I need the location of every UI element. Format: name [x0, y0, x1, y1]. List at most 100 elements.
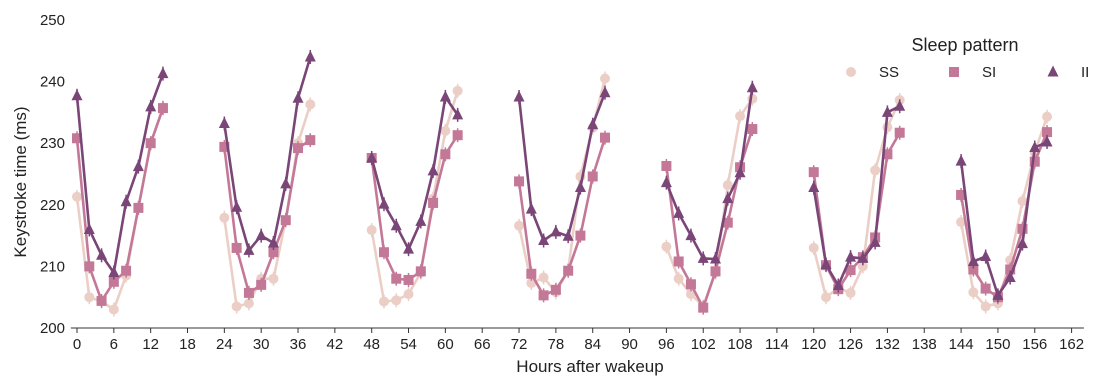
x-tick-label: 84: [584, 336, 601, 353]
x-tick-label: 144: [949, 336, 974, 353]
x-tick-label: 96: [658, 336, 675, 353]
data-point-ss: [980, 301, 991, 312]
x-tick-label: 120: [801, 336, 826, 353]
data-point-si: [894, 127, 905, 138]
data-point-si: [722, 217, 733, 228]
data-point-ii: [415, 214, 427, 226]
plot-area: [71, 49, 1053, 317]
legend-title: Sleep pattern: [911, 35, 1018, 55]
data-point-si: [415, 266, 426, 277]
data-point-si: [1029, 156, 1040, 167]
data-point-ii: [390, 219, 402, 231]
data-point-ii: [587, 118, 599, 130]
data-point-si: [133, 202, 144, 213]
data-point-ii: [992, 288, 1004, 300]
x-tick-label: 132: [875, 336, 900, 353]
legend-marker-si: [949, 67, 959, 77]
legend-label-ii: II: [1081, 64, 1089, 81]
series-si-line-1: [75, 106, 165, 303]
x-tick-label: 114: [765, 336, 789, 353]
data-point-si: [538, 290, 549, 301]
data-point-ss: [268, 273, 279, 284]
data-point-ii: [108, 266, 120, 278]
data-point-si: [305, 135, 316, 146]
data-point-ii: [538, 234, 550, 246]
data-point-ii: [1004, 270, 1016, 282]
data-point-si: [587, 171, 598, 182]
data-point-ss: [870, 165, 881, 176]
data-point-si: [280, 215, 291, 226]
data-point-si: [673, 256, 684, 267]
data-point-si: [219, 141, 230, 152]
data-point-si: [526, 268, 537, 279]
data-point-ii: [574, 181, 586, 193]
x-tick-label: 6: [110, 336, 118, 353]
data-point-ii: [452, 108, 464, 120]
data-point-si: [968, 264, 979, 275]
x-axis: 0 6 12 18 24 30 36 42 48 54 60 66 72 78 84 90 96 102 108 11…: [70, 327, 1084, 353]
data-point-ii: [378, 197, 390, 209]
y-tick-label: 220: [40, 197, 65, 214]
x-tick-label: 66: [474, 336, 491, 353]
legend: Sleep pattern SS SI II: [846, 35, 1089, 81]
x-ticks: 0 6 12 18 24 30 36 42 48 54 60 66 72 78 84 90 96 102 108 11…: [73, 328, 1084, 353]
data-point-ii: [427, 164, 439, 176]
y-tick-label: 240: [40, 74, 65, 91]
x-tick-label: 30: [253, 336, 270, 353]
data-point-ss: [391, 295, 402, 306]
data-point-ii: [1016, 237, 1028, 249]
data-point-ss: [735, 111, 746, 122]
data-point-ss: [857, 261, 868, 272]
data-point-si: [575, 230, 586, 241]
data-point-ii: [218, 116, 230, 128]
data-point-si: [243, 287, 254, 298]
data-point-ss: [108, 304, 119, 315]
data-point-si: [391, 273, 402, 284]
data-point-ss: [956, 217, 967, 228]
data-point-si: [440, 149, 451, 160]
data-point-ss: [845, 287, 856, 298]
data-point-ss: [514, 220, 525, 231]
data-point-si: [145, 138, 156, 149]
data-point-ii: [71, 89, 83, 101]
data-point-ss: [243, 298, 254, 309]
data-point-si: [403, 274, 414, 285]
data-point-si: [882, 149, 893, 160]
legend-marker-ii: [1047, 65, 1059, 77]
data-point-ii: [255, 229, 267, 241]
x-tick-label: 24: [216, 336, 233, 353]
x-axis-title: Hours after wakeup: [516, 357, 663, 376]
data-point-ii: [685, 229, 697, 241]
series-ii: [71, 49, 1053, 303]
series-ii-line-3: [370, 95, 459, 251]
data-point-ss: [219, 212, 230, 223]
data-point-ss: [722, 180, 733, 191]
data-point-ii: [525, 202, 537, 214]
data-point-ii: [857, 251, 869, 263]
x-tick-label: 60: [437, 336, 454, 353]
data-point-ii: [96, 248, 108, 260]
x-tick-label: 162: [1059, 336, 1084, 353]
series-ss-line-3: [370, 89, 459, 303]
data-point-ii: [1029, 141, 1041, 153]
data-point-si: [661, 160, 672, 171]
x-tick-label: 90: [621, 336, 638, 353]
data-point-si: [956, 189, 967, 200]
x-tick-label: 156: [1022, 336, 1047, 353]
y-tick-label: 200: [40, 320, 65, 337]
legend-label-si: SI: [982, 64, 996, 81]
x-tick-label: 108: [728, 336, 753, 353]
data-point-ii: [83, 222, 95, 234]
data-point-si: [845, 265, 856, 276]
data-point-ss: [673, 273, 684, 284]
data-point-ii: [280, 177, 292, 189]
x-tick-label: 42: [327, 336, 344, 353]
data-point-ii: [132, 160, 144, 172]
x-tick-label: 126: [838, 336, 863, 353]
y-tick-label: 210: [40, 258, 65, 275]
series-ii-line-4: [517, 91, 607, 242]
data-point-ss: [538, 272, 549, 283]
data-point-si: [256, 279, 267, 290]
data-point-si: [980, 283, 991, 294]
data-point-ii: [808, 181, 820, 193]
